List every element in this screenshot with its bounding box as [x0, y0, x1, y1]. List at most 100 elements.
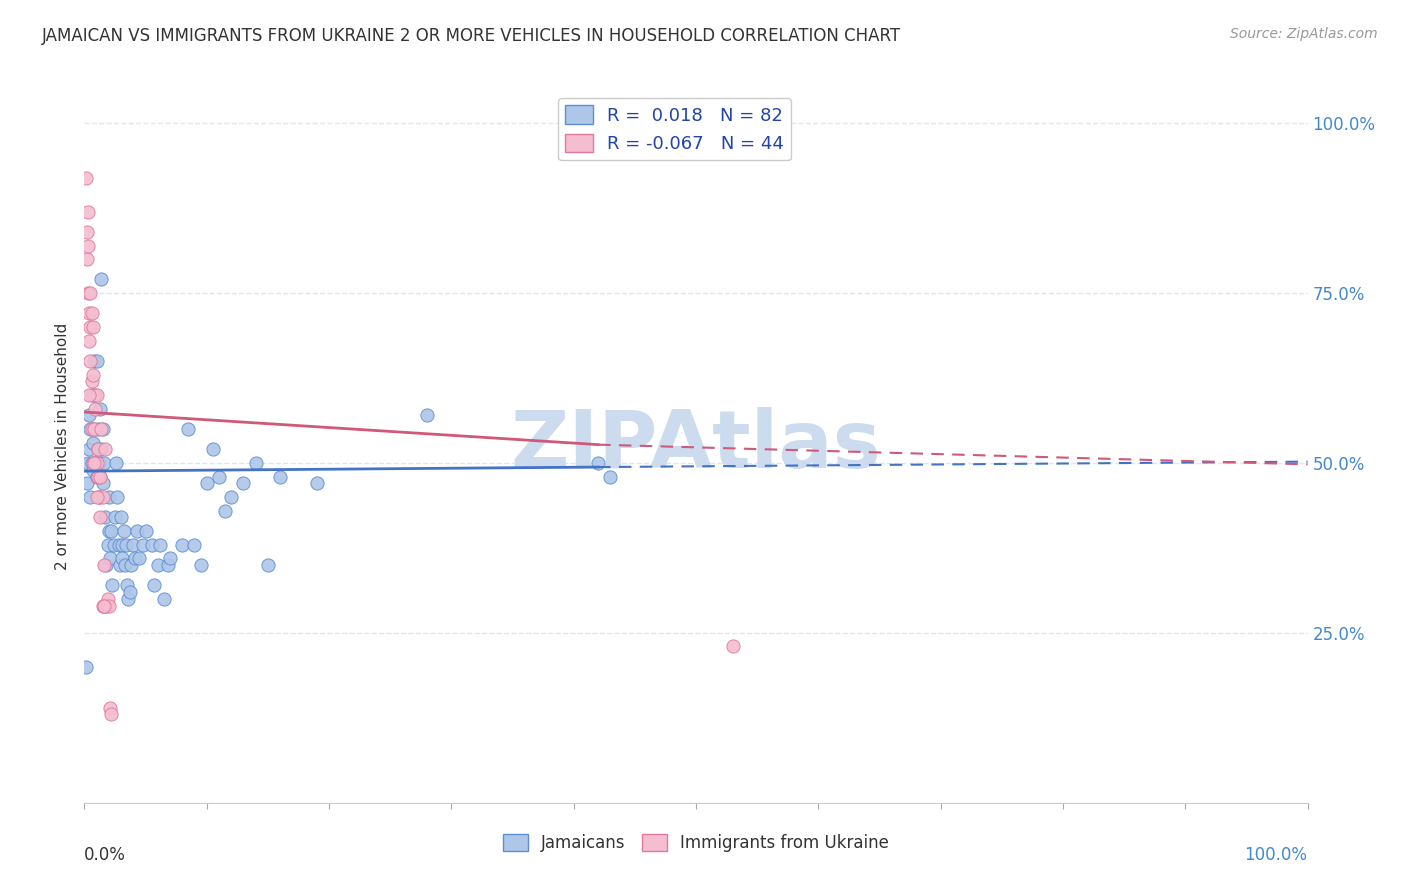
Point: [79, 286, 101, 301]
Point: [219, 490, 242, 504]
Point: [77, 334, 100, 348]
Point: [77, 238, 100, 252]
Point: [83, 456, 105, 470]
Point: [103, 537, 125, 551]
Point: [87, 490, 110, 504]
Point: [77, 388, 100, 402]
Point: [91, 476, 114, 491]
Point: [84, 456, 107, 470]
Point: [86, 490, 108, 504]
Point: [93, 558, 115, 572]
Point: [83, 354, 105, 368]
Point: [80, 456, 103, 470]
Point: [76, 225, 98, 239]
Point: [232, 476, 254, 491]
Point: [120, 558, 142, 572]
Point: [97, 537, 120, 551]
Point: [172, 537, 194, 551]
Point: [143, 578, 166, 592]
Point: [96, 558, 118, 572]
Text: JAMAICAN VS IMMIGRANTS FROM UKRAINE 2 OR MORE VEHICLES IN HOUSEHOLD CORRELATION : JAMAICAN VS IMMIGRANTS FROM UKRAINE 2 OR…: [42, 27, 901, 45]
Point: [79, 354, 101, 368]
Point: [97, 599, 120, 613]
Point: [87, 456, 110, 470]
Text: 0.0%: 0.0%: [84, 846, 127, 863]
Point: [177, 422, 200, 436]
Point: [93, 456, 115, 470]
Point: [110, 510, 132, 524]
Point: [77, 456, 100, 470]
Point: [87, 469, 110, 483]
Point: [77, 409, 100, 423]
Point: [97, 591, 120, 606]
Point: [87, 422, 110, 436]
Point: [153, 591, 176, 606]
Point: [82, 435, 104, 450]
Point: [114, 558, 136, 572]
Point: [86, 354, 108, 368]
Point: [79, 320, 101, 334]
Point: [105, 456, 128, 470]
Point: [93, 599, 115, 613]
Point: [149, 537, 172, 551]
Point: [128, 551, 150, 566]
Point: [76, 476, 98, 491]
Point: [75, 170, 97, 185]
Point: [97, 524, 120, 538]
Point: [86, 456, 108, 470]
Point: [93, 599, 115, 613]
Point: [89, 510, 111, 524]
Point: [132, 537, 155, 551]
Point: [82, 463, 104, 477]
Point: [84, 456, 107, 470]
Point: [159, 551, 181, 566]
Point: [96, 599, 118, 613]
Point: [80, 422, 103, 436]
Point: [115, 537, 138, 551]
Point: [195, 476, 218, 491]
Point: [183, 537, 205, 551]
Point: [97, 490, 120, 504]
Point: [84, 388, 107, 402]
Point: [80, 375, 103, 389]
Text: 100.0%: 100.0%: [1244, 846, 1308, 863]
Point: [146, 558, 169, 572]
Point: [80, 388, 103, 402]
Point: [141, 537, 163, 551]
Point: [79, 490, 101, 504]
Point: [586, 456, 609, 470]
Point: [89, 469, 111, 483]
Point: [82, 320, 104, 334]
Point: [245, 456, 267, 470]
Point: [122, 537, 145, 551]
Text: Source: ZipAtlas.com: Source: ZipAtlas.com: [1230, 27, 1378, 41]
Point: [98, 551, 121, 566]
Legend: Jamaicans, Immigrants from Ukraine: Jamaicans, Immigrants from Ukraine: [496, 827, 896, 859]
Point: [82, 368, 104, 382]
Point: [257, 558, 280, 572]
Point: [90, 272, 112, 286]
Point: [86, 469, 108, 483]
Point: [305, 476, 328, 491]
Point: [91, 599, 114, 613]
Point: [84, 401, 107, 416]
Point: [87, 442, 110, 457]
Point: [77, 442, 100, 457]
Point: [75, 660, 97, 674]
Point: [135, 524, 157, 538]
Point: [100, 524, 122, 538]
Point: [156, 558, 179, 572]
Point: [91, 490, 114, 504]
Point: [118, 585, 141, 599]
Point: [201, 442, 224, 457]
Point: [80, 306, 103, 320]
Point: [82, 456, 104, 470]
Point: [101, 578, 124, 592]
Point: [125, 524, 148, 538]
Point: [94, 510, 117, 524]
Point: [83, 422, 105, 436]
Point: [98, 700, 121, 714]
Point: [105, 490, 128, 504]
Point: [214, 503, 236, 517]
Point: [90, 442, 112, 457]
